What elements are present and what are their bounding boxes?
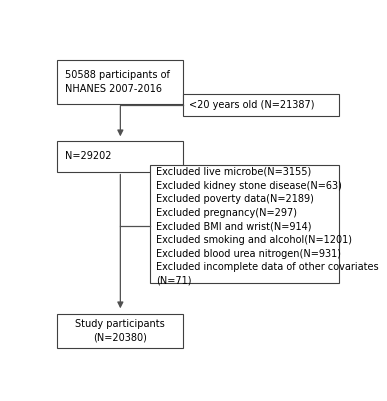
Text: Excluded live microbe(N=3155)
Excluded kidney stone disease(N=63)
Excluded pover: Excluded live microbe(N=3155) Excluded k… bbox=[156, 167, 379, 286]
Text: <20 years old (N=21387): <20 years old (N=21387) bbox=[189, 100, 315, 110]
Text: 50588 participants of
NHANES 2007-2016: 50588 participants of NHANES 2007-2016 bbox=[65, 70, 170, 94]
FancyBboxPatch shape bbox=[150, 166, 339, 283]
Text: Study participants
(N=20380): Study participants (N=20380) bbox=[75, 319, 165, 342]
FancyBboxPatch shape bbox=[57, 314, 183, 348]
FancyBboxPatch shape bbox=[57, 141, 183, 172]
FancyBboxPatch shape bbox=[57, 61, 183, 104]
FancyBboxPatch shape bbox=[183, 95, 339, 116]
Text: N=29202: N=29202 bbox=[65, 151, 111, 161]
